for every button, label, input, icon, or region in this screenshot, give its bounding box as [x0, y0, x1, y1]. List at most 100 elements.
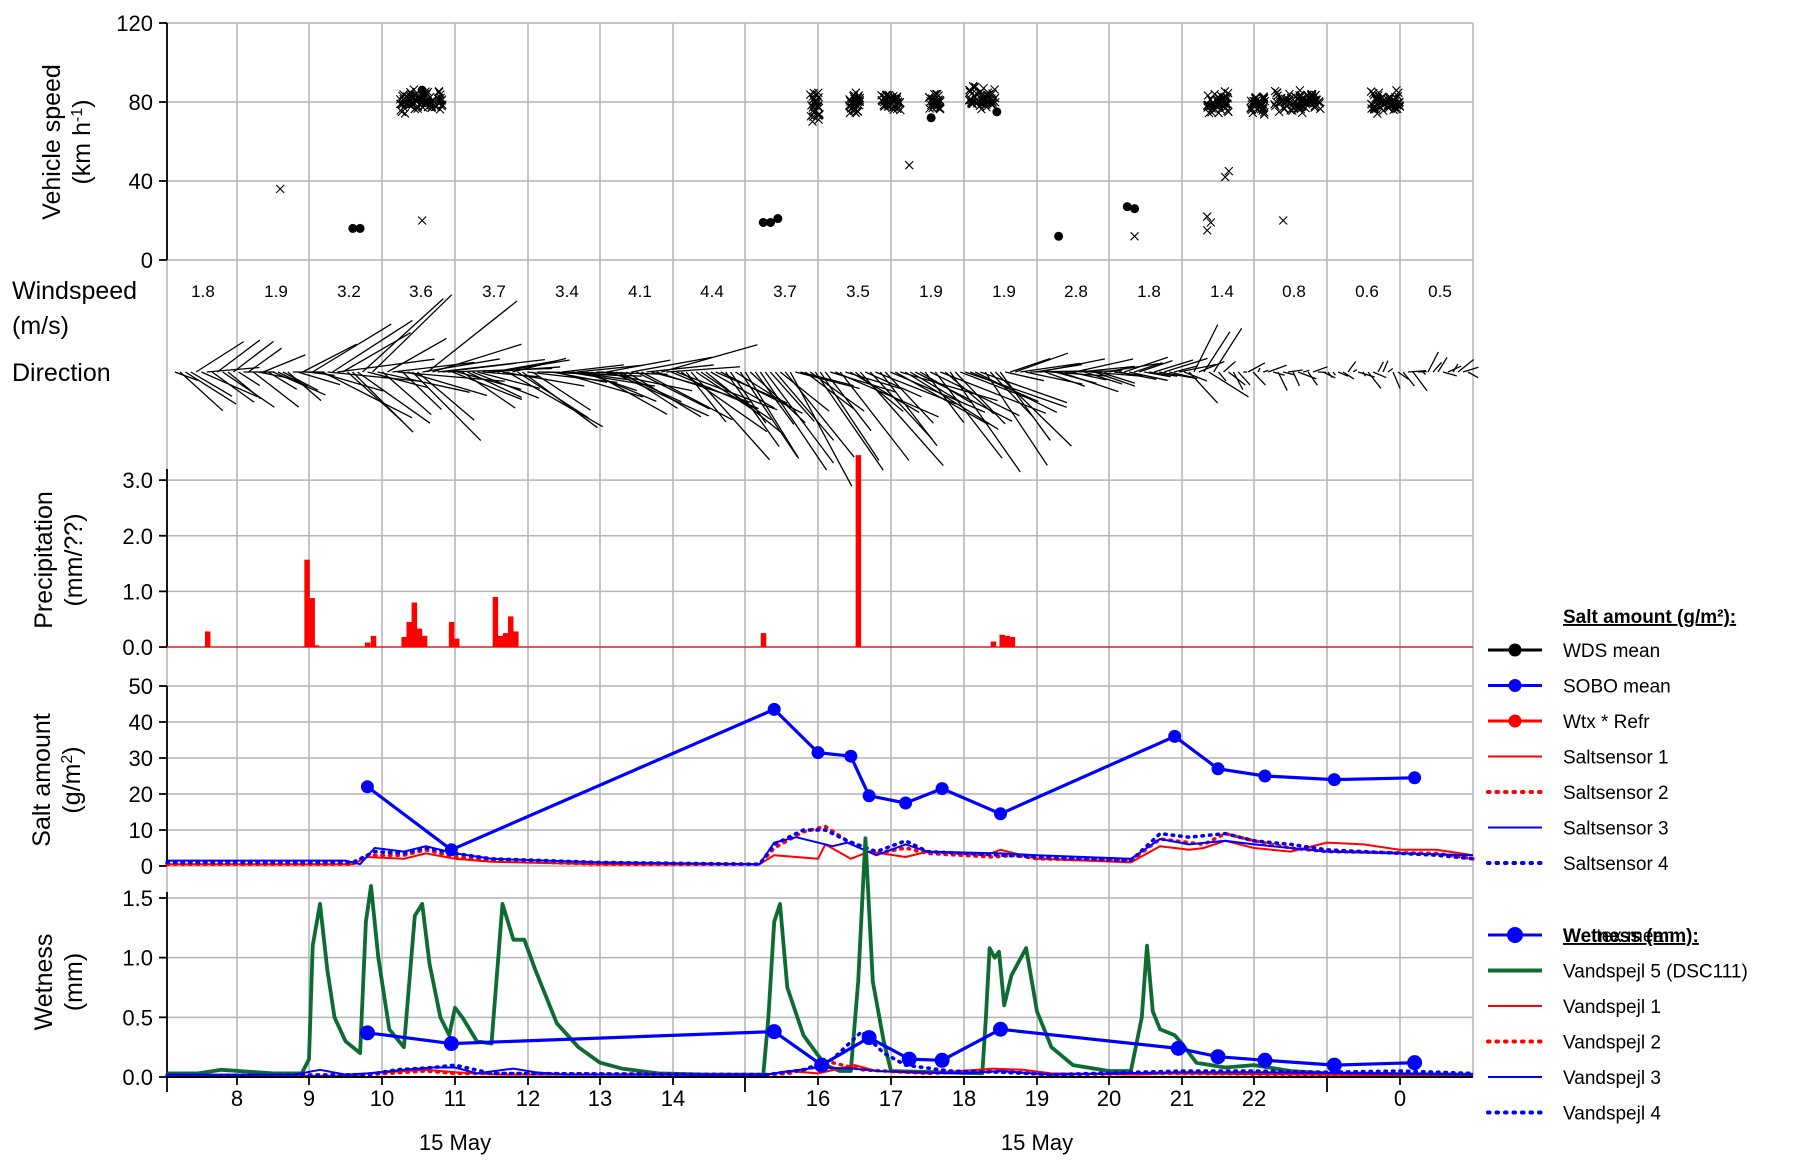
- wind-direction-stick: [784, 371, 855, 458]
- y-tick-label: 1.0: [122, 579, 153, 604]
- salt-axis-title-line: (g/m: [58, 764, 86, 814]
- speed-dot-point: [773, 214, 783, 224]
- wind-direction-stick: [1327, 371, 1333, 379]
- speed-cross-point: [1204, 108, 1214, 118]
- wind-direction-stick: [1213, 327, 1243, 373]
- wind-direction-stick: [839, 371, 910, 461]
- wind-direction-stick: [1322, 371, 1336, 379]
- wind-direction-stick: [900, 371, 998, 402]
- legend-marker: [1508, 714, 1522, 728]
- wind-direction-stick: [1387, 368, 1394, 373]
- precip-bar: [313, 645, 320, 647]
- vehicle-speed-panel: 0 40 80 120 Vehicle speed(km h-1): [38, 11, 1405, 273]
- wind-direction-stick: [232, 340, 274, 373]
- salt-axis-title: Salt amount(g/m2): [28, 713, 86, 846]
- speed-cross-point: [1377, 92, 1387, 102]
- x-date-label: 15 May: [419, 1130, 491, 1155]
- wind-direction-stick: [382, 371, 432, 416]
- wind-direction-stick: [322, 371, 413, 419]
- wind-direction-stick: [477, 371, 541, 390]
- speed-dot-point: [850, 99, 859, 109]
- speed-cross-point: [1251, 96, 1260, 106]
- x-tick-label: 19: [1025, 1086, 1049, 1111]
- speed-cross-point: [1280, 97, 1290, 107]
- speed-cross-point: [1314, 97, 1324, 106]
- speed-cross-point: [275, 184, 285, 194]
- speed-cross-point: [1372, 94, 1382, 104]
- legend-label: Saltsensor 2: [1563, 783, 1669, 804]
- wind-direction-stick: [879, 371, 938, 447]
- speed-axis-title-line: (km h: [68, 122, 96, 185]
- speed-cross-point: [1246, 104, 1256, 114]
- windspeed-value: 4.1: [628, 282, 652, 301]
- wind-direction-stick: [1014, 352, 1069, 373]
- wind-direction-stick: [211, 371, 255, 403]
- wind-direction-stick: [174, 371, 198, 381]
- wind-direction-stick: [1452, 363, 1459, 373]
- speed-cross-point: [1259, 110, 1269, 119]
- speed-cross-point: [1372, 96, 1382, 105]
- speed-cross-point: [1224, 166, 1234, 176]
- wind-direction-stick: [1232, 371, 1244, 390]
- x-tick-label: 18: [952, 1086, 976, 1111]
- y-tick-label: 40: [129, 169, 153, 194]
- wind-direction-stick: [1362, 371, 1367, 377]
- speed-cross-point: [401, 99, 410, 109]
- wind-direction-stick: [227, 371, 261, 400]
- windspeed-unit-label: (m/s): [12, 312, 69, 340]
- series-marker: [993, 1021, 1008, 1037]
- speed-cross-point: [1278, 216, 1288, 225]
- speed-cross-point: [1307, 89, 1316, 99]
- x-tick-label: 0: [1394, 1086, 1406, 1111]
- wind-direction-stick: [1223, 360, 1236, 373]
- speed-dot-point: [758, 217, 768, 227]
- wind-direction-stick: [1133, 362, 1163, 373]
- series-marker: [899, 796, 913, 810]
- wind-direction-stick: [492, 360, 557, 373]
- wind-direction-stick: [596, 371, 668, 375]
- series-marker: [934, 1052, 950, 1068]
- legend-marker: [1508, 643, 1522, 657]
- wind-direction-stick: [1342, 371, 1355, 380]
- speed-cross-point: [1202, 212, 1212, 221]
- series-marker: [1258, 769, 1272, 783]
- precip-bar: [513, 631, 519, 647]
- windspeed-value: 3.4: [555, 282, 579, 301]
- precip-bar: [1004, 635, 1011, 647]
- wind-direction-stick: [989, 371, 1034, 417]
- speed-cross-point: [1207, 101, 1217, 110]
- precip-bar: [990, 641, 997, 647]
- wind-direction-stick: [934, 371, 1003, 459]
- precip-bar: [411, 602, 418, 647]
- speed-cross-point: [1310, 103, 1320, 113]
- wind-direction-stick: [1392, 371, 1401, 389]
- speed-cross-point: [979, 83, 988, 93]
- wind-direction-stick: [1168, 371, 1195, 379]
- wind-direction-stick: [884, 371, 934, 424]
- wind-direction-stick: [342, 332, 411, 373]
- wind-direction-stick: [769, 371, 815, 422]
- wind-direction-stick: [631, 356, 713, 373]
- salt-axis-title-close: ): [58, 746, 86, 754]
- wind-direction-stick: [814, 371, 884, 471]
- wind-direction-stick: [1407, 370, 1427, 373]
- x-tick-label: 11: [444, 1086, 467, 1111]
- y-tick-label: 40: [129, 710, 153, 735]
- x-tick-label: 13: [588, 1086, 612, 1111]
- wind-direction-stick: [337, 358, 435, 373]
- wind-direction-stick: [1307, 371, 1318, 386]
- wind-direction-stick: [1153, 359, 1194, 373]
- speed-cross-point: [1258, 102, 1268, 112]
- wind-direction-stick: [252, 371, 300, 408]
- wetness-panel: 0.0 0.5 1.0 1.5 Wetness(mm): [30, 836, 1475, 1090]
- wind-direction-stick: [412, 371, 482, 442]
- wind-direction-stick: [1352, 369, 1358, 373]
- windspeed-value: 1.8: [1137, 282, 1161, 301]
- wind-direction-stick: [1462, 366, 1479, 373]
- wind-direction-stick: [730, 371, 767, 424]
- wind-direction-stick: [626, 371, 702, 418]
- salt-axis-title-sup: 2: [59, 755, 76, 764]
- speed-cross-point: [969, 82, 979, 92]
- wind-direction-stick: [924, 371, 965, 423]
- speed-cross-point: [1220, 172, 1230, 182]
